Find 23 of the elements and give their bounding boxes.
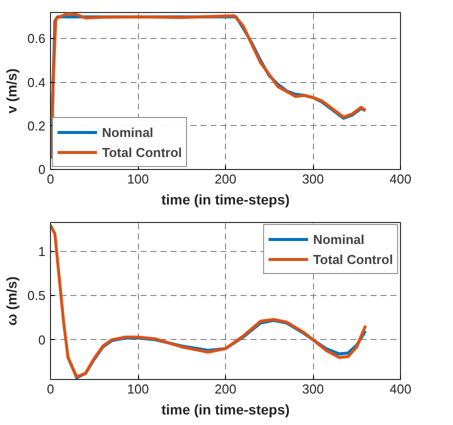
x-axis-title: time (in time-steps)	[161, 192, 290, 208]
y-tick-label: 0	[38, 162, 46, 177]
y-tick-label: 0.2	[27, 118, 46, 134]
y-tick-label: 1	[38, 244, 46, 260]
y-axis-title: v (m/s)	[3, 68, 20, 114]
x-tick-label: 100	[127, 382, 149, 396]
x-axis-title: time (in time-steps)	[161, 402, 290, 418]
y-axis-title: ω (m/s)	[3, 276, 20, 326]
x-tick-label: 300	[302, 382, 324, 396]
y-tick-label: 0.6	[27, 31, 46, 46]
y-tick-label: 0	[38, 332, 46, 348]
legend-label: Nominal	[102, 124, 154, 140]
x-tick-label: 400	[390, 172, 412, 186]
legend-label: Total Control	[102, 144, 182, 160]
legend-label: Total Control	[313, 252, 393, 266]
x-tick-label: 100	[127, 172, 149, 186]
x-tick-label: 300	[302, 172, 324, 186]
x-tick-label: 200	[214, 382, 236, 396]
y-tick-label: 0.4	[27, 74, 46, 90]
x-tick-label: 400	[390, 382, 412, 396]
y-tick-label: 0.5	[27, 288, 46, 304]
legend-label: Nominal	[313, 232, 364, 246]
x-tick-label: 200	[214, 172, 236, 186]
